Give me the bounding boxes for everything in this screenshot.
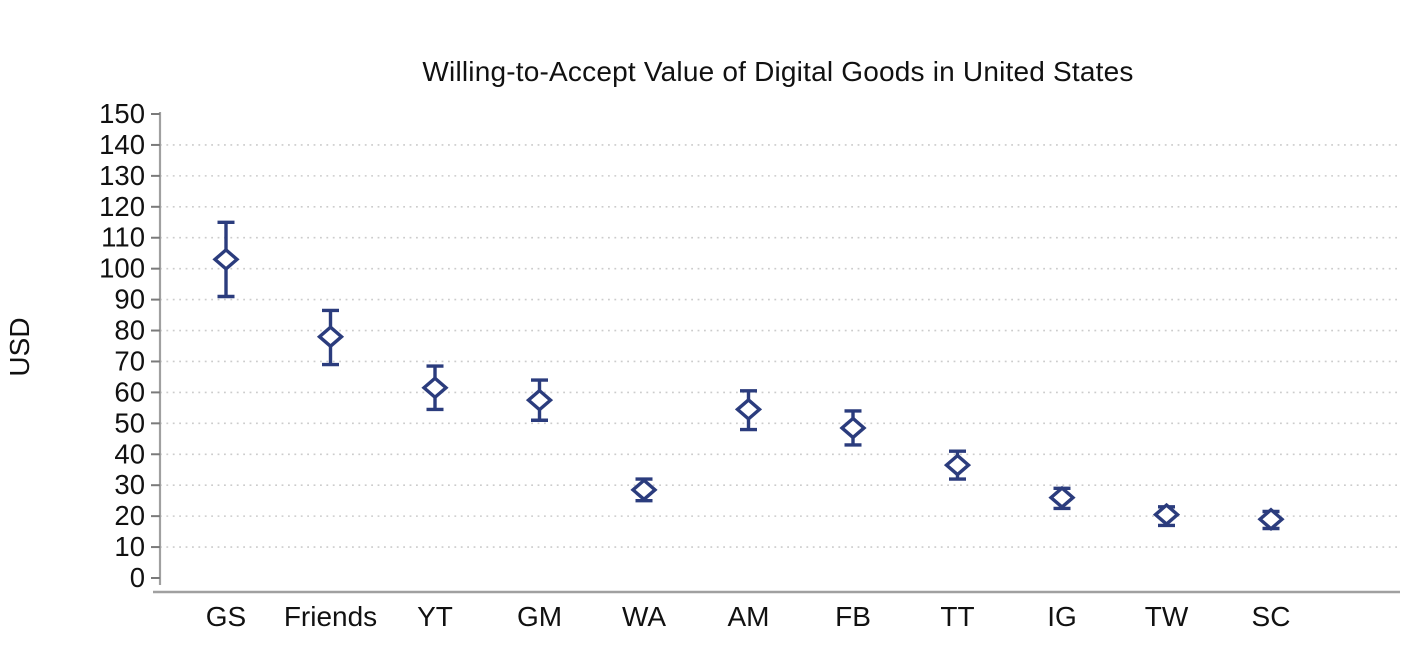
x-category-label-WA: WA [622,601,666,632]
y-tick-label-150: 150 [99,98,145,129]
y-tick-label-10: 10 [114,531,145,562]
x-category-label-AM: AM [728,601,770,632]
open-diamond-marker-SC [1257,507,1285,531]
y-tick-label-90: 90 [114,284,145,315]
x-category-label-Friends: Friends [284,601,377,632]
y-tick-label-0: 0 [130,562,145,593]
x-category-label-TW: TW [1145,601,1189,632]
y-tick-label-100: 100 [99,253,145,284]
open-diamond-marker-TW [1152,502,1181,527]
open-diamond-marker-FB [839,416,867,440]
x-category-label-FB: FB [835,601,871,632]
y-tick-label-80: 80 [114,315,145,346]
y-tick-label-120: 120 [99,191,145,222]
open-diamond-marker-GS [212,247,240,272]
open-diamond-marker-GM [525,388,554,412]
open-diamond-marker-AM [734,397,763,422]
x-category-label-YT: YT [417,601,453,632]
x-category-label-IG: IG [1047,601,1077,632]
open-diamond-marker-TT [943,453,972,477]
x-category-label-GS: GS [206,601,246,632]
y-tick-label-140: 140 [99,129,145,160]
chart-title: Willing-to-Accept Value of Digital Goods… [422,56,1134,87]
y-tick-label-70: 70 [114,345,145,376]
open-diamond-marker-YT [421,376,449,400]
y-tick-label-40: 40 [114,438,145,469]
open-diamond-marker-WA [630,478,658,502]
y-axis-title: USD [4,317,35,377]
y-tick-label-110: 110 [101,222,145,253]
y-tick-label-20: 20 [114,500,145,531]
x-category-label-SC: SC [1252,601,1291,632]
x-category-label-TT: TT [940,601,974,632]
y-tick-label-30: 30 [114,469,145,500]
y-tick-label-130: 130 [99,160,145,191]
open-diamond-marker-Friends [316,324,345,349]
y-tick-label-50: 50 [114,407,145,438]
x-category-label-GM: GM [517,601,562,632]
y-tick-label-60: 60 [114,376,145,407]
open-diamond-marker-IG [1048,485,1076,510]
